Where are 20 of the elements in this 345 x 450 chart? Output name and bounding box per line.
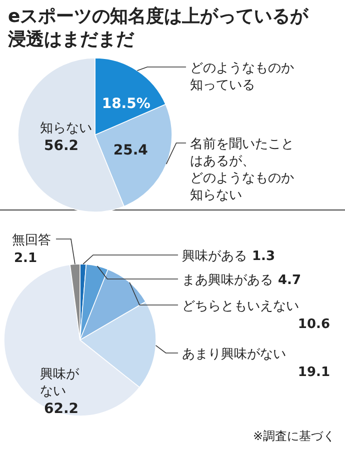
slice-label: 知らない (40, 121, 92, 136)
data-label: 62.2 (44, 401, 79, 417)
slice-label: どのようなものか知っている (190, 61, 294, 93)
slice-label: あまり興味がない (182, 347, 286, 362)
slice-label: 無回答 (12, 233, 51, 248)
data-label: 18.5% (102, 96, 150, 112)
slice-label: どちらともいえない (182, 299, 299, 314)
data-label: 25.4 (113, 142, 148, 159)
slice-label: 興味がある (182, 249, 247, 264)
data-label: 19.1 (298, 365, 330, 380)
data-label: 10.6 (298, 317, 330, 332)
data-label: 56.2 (44, 138, 79, 154)
data-label: 4.7 (278, 273, 302, 288)
slice-label: まあ興味がある (182, 273, 273, 288)
slice-label: 名前を聞いたことはあるが、どのようなものか知らない (190, 137, 294, 203)
data-label: 2.1 (14, 251, 38, 266)
chart-title: eスポーツの知名度は上がっているが浸透はまだまだ (7, 6, 310, 50)
text: ※調査に基づく (252, 429, 335, 443)
data-label: 1.3 (252, 249, 276, 264)
slice-label: 興味がない (40, 367, 80, 399)
